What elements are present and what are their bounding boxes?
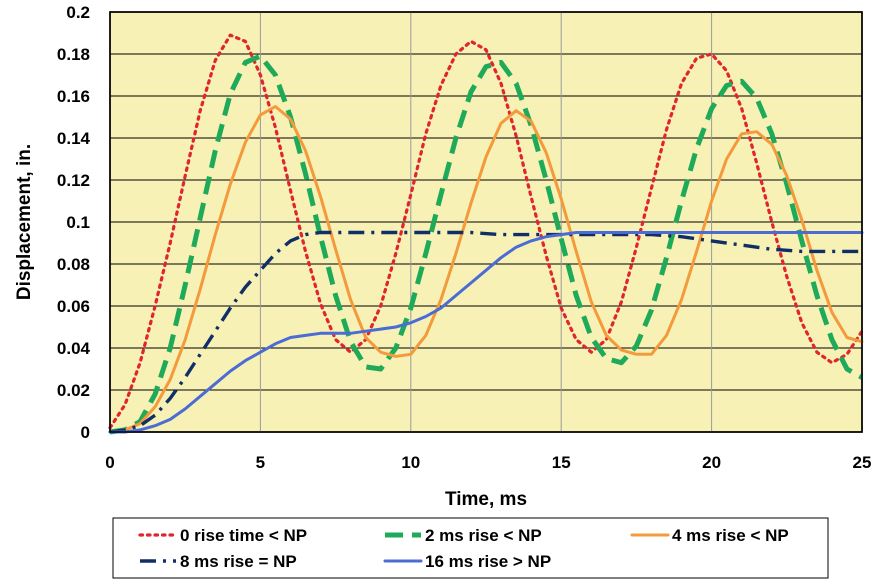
y-tick-label: 0	[81, 423, 90, 442]
legend-label: 8 ms rise = NP	[180, 552, 297, 571]
x-tick-label: 20	[702, 453, 721, 472]
legend: 0 rise time < NP 2 ms rise < NP 4 ms rise …	[112, 517, 829, 579]
series-layer	[108, 33, 864, 435]
series-line-5	[108, 231, 864, 434]
legend-item-5: 16 ms rise > NP	[383, 552, 551, 571]
x-tick-labels: 0 5 10 15 20 25	[105, 453, 871, 472]
series-line-1	[108, 33, 864, 430]
legend-item-2: 2 ms rise < NP	[385, 526, 542, 545]
y-tick-label: 0.02	[57, 381, 90, 400]
y-tick-label: 0.14	[57, 129, 91, 148]
series-line-3	[108, 105, 864, 434]
y-tick-label: 0.1	[66, 213, 90, 232]
y-tick-label: 0.16	[57, 87, 90, 106]
x-tick-label: 15	[552, 453, 571, 472]
x-tick-label: 25	[853, 453, 872, 472]
x-axis-title: Time, ms	[445, 489, 527, 510]
grid-lines	[110, 12, 862, 432]
y-tick-label: 0.08	[57, 255, 90, 274]
series-line-4	[109, 230, 862, 434]
legend-item-1: 0 rise time < NP	[138, 526, 307, 545]
y-tick-label: 0.18	[57, 45, 90, 64]
legend-label: 2 ms rise < NP	[425, 526, 542, 545]
legend-label: 16 ms rise > NP	[425, 552, 551, 571]
legend-item-3: 4 ms rise < NP	[630, 526, 789, 545]
y-axis-title: Displacement, in.	[14, 144, 35, 300]
y-tick-labels: 0 0.02 0.04 0.06 0.08 0.1 0.12 0.14 0.16 0.18 0.2	[57, 3, 91, 442]
x-tick-label: 0	[105, 453, 114, 472]
legend-label: 0 rise time < NP	[180, 526, 307, 545]
series-line-2	[109, 53, 864, 435]
legend-box	[112, 517, 829, 579]
plot-frame	[109, 11, 863, 433]
x-tick-label: 5	[256, 453, 265, 472]
legend-item-4: 8 ms rise = NP	[140, 552, 297, 571]
y-tick-label: 0.12	[57, 171, 90, 190]
x-tick-label: 10	[401, 453, 420, 472]
legend-label: 4 ms rise < NP	[672, 526, 789, 545]
y-tick-label: 0.04	[57, 339, 91, 358]
y-tick-label: 0.2	[66, 3, 90, 22]
y-tick-label: 0.06	[57, 297, 90, 316]
